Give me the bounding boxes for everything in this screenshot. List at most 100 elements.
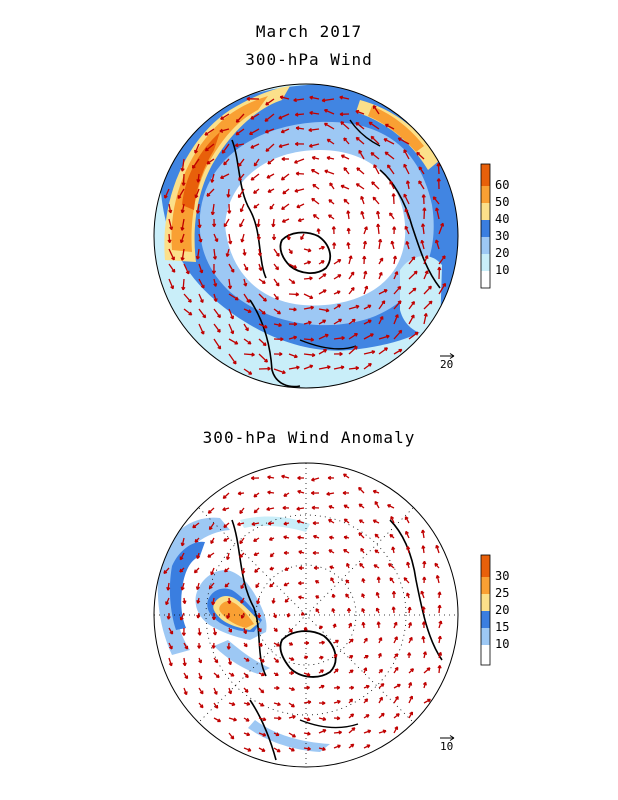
wind-vector-arrowhead [194, 538, 199, 543]
wind-vector-arrowhead [308, 127, 313, 133]
wind-vector-arrowhead [389, 212, 393, 217]
wind-vector-arrow [408, 314, 415, 325]
wind-vector-arrowhead [212, 631, 218, 636]
wind-vector-arrow [333, 318, 342, 325]
wind-vector-arrowhead [333, 653, 338, 658]
wind-vector-arrowhead [337, 744, 341, 749]
wind-vector-arrowhead [227, 210, 232, 214]
wind-vector-arrowhead [389, 533, 394, 538]
wind-vector-arrow [408, 287, 417, 295]
wind-vector-arrowhead [183, 691, 188, 696]
wind-vector-arrowhead [436, 178, 441, 182]
wind-vector-arrowhead [373, 564, 378, 569]
wind-vector-arrowhead [329, 182, 334, 187]
wind-vector-arrowhead [298, 550, 303, 555]
wind-vector-arrow [423, 313, 427, 325]
wind-vector-arrowhead [374, 500, 379, 505]
wind-vector-arrowhead [306, 672, 311, 677]
wind-vector-arrowhead [293, 97, 297, 103]
wind-vector-arrowhead [408, 636, 413, 641]
wind-vector-arrow [295, 113, 305, 116]
wind-vector-arrowhead [394, 726, 399, 730]
wind-vector-arrow [311, 169, 320, 175]
wind-vector-arrowhead [230, 330, 235, 335]
wind-vector-arrow [223, 218, 230, 227]
wind-vector-arrowhead [329, 565, 334, 570]
figure-month-title: March 2017 [255, 22, 363, 41]
wind-vector-arrowhead [200, 284, 205, 289]
wind-vector-arrowhead [392, 255, 398, 260]
wind-vector-arrowhead [279, 95, 284, 100]
wind-vector-arrowhead [250, 476, 255, 481]
wind-vector-arrowhead [293, 264, 298, 269]
wind-vector-arrowhead [339, 112, 344, 117]
wind-vector-arrowhead [388, 563, 392, 568]
wind-vector-arrowhead [231, 702, 236, 707]
wind-vector-arrow [294, 158, 305, 164]
wind-vector-arrow [273, 368, 286, 374]
wind-vector-arrowhead [362, 255, 367, 260]
wind-vector-arrowhead [314, 580, 319, 584]
wind-vector-arrowhead [364, 698, 369, 703]
wind-vector-arrow [220, 173, 230, 179]
wind-vector-arrowhead [282, 190, 287, 195]
wind-vector-arrowhead [294, 159, 298, 164]
wind-vector-arrowhead [273, 628, 278, 633]
wind-vector-arrowhead [305, 640, 310, 646]
wind-vector-arrow [435, 207, 440, 220]
wind-vector-arrow [355, 122, 365, 130]
wind-vector-arrowhead [421, 606, 426, 610]
wind-vector-arrowhead [403, 193, 408, 198]
wind-vector-arrowhead [253, 190, 258, 194]
wind-vector-arrow [211, 173, 215, 183]
wind-vector-arrowhead [328, 199, 333, 203]
wind-vector-arrow [194, 143, 200, 154]
wind-vector-arrowhead [179, 568, 184, 573]
wind-colorbar-label: 20 [495, 246, 509, 260]
wind-vector-arrow [240, 203, 245, 212]
wind-vector-arrowhead [365, 684, 370, 689]
wind-vector-arrowhead [323, 108, 328, 113]
wind-vector-arrowhead [207, 509, 212, 514]
wind-vector-arrowhead [328, 549, 333, 554]
wind-vector-arrowhead [300, 611, 305, 616]
wind-vector-arrowhead [210, 211, 215, 216]
wind-vector-arrow [403, 149, 410, 160]
wind-vector-arrowhead [230, 268, 235, 273]
wind-vector-arrowhead [327, 365, 331, 370]
wind-vector-arrowhead [435, 544, 440, 549]
wind-vector-arrowhead [343, 518, 348, 523]
wind-vector-arrow [293, 98, 305, 102]
wind-vector-arrowhead [434, 562, 439, 567]
wind-vector-arrowhead [185, 270, 190, 275]
wind-vector-arrowhead [390, 240, 395, 245]
wind-vector-arrowhead [295, 292, 300, 297]
wind-vector-arrowhead [271, 600, 276, 604]
wind-vector-arrowhead [167, 239, 172, 244]
wind-vector-arrowhead [238, 177, 242, 182]
wind-vector-arrowhead [199, 269, 204, 274]
wind-vector-arrowhead [169, 226, 174, 231]
wind-vector-arrowhead [246, 732, 251, 737]
wind-vector-arrowhead [310, 305, 315, 310]
wind-vector-arrow [280, 96, 290, 100]
wind-vector-arrow [303, 306, 314, 310]
wind-vector-arrowhead [395, 713, 400, 717]
wind-vector-arrowhead [257, 628, 262, 633]
wind-vector-arrowhead [293, 307, 297, 312]
wind-vector-arrow [273, 248, 280, 257]
wind-vector-arrowhead [418, 166, 423, 171]
wind-vector-arrowhead [420, 590, 425, 595]
wind-vector-arrowhead [404, 516, 409, 520]
wind-vector-arrowhead [210, 540, 215, 544]
wind-vector-arrowhead [349, 655, 354, 659]
wind-vector-arrow [181, 203, 185, 213]
wind-vector-arrowhead [198, 238, 203, 243]
wind-vector-arrow [250, 143, 260, 149]
wind-vector-arrow [348, 255, 352, 265]
wind-vector-arrowhead [171, 268, 176, 273]
wind-vector-arrowhead [358, 149, 363, 154]
wind-vector-arrow [378, 316, 384, 325]
wind-vector-arrowhead [351, 727, 356, 732]
wind-vector-arrowhead [309, 95, 314, 100]
